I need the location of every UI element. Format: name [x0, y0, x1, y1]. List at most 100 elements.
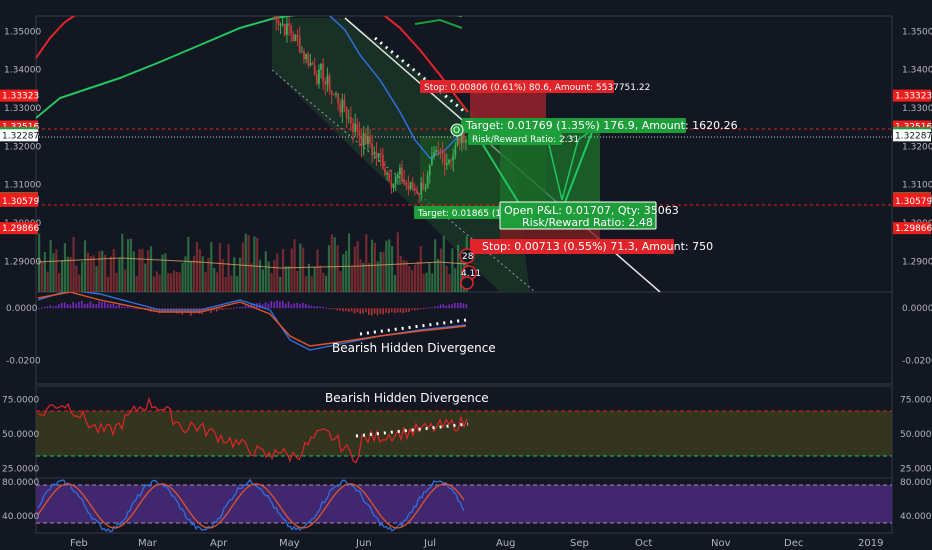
price-badge-bg — [0, 222, 38, 235]
macd-hist-bar — [313, 306, 316, 309]
rsi-zone-band — [36, 411, 892, 456]
volume-bar — [270, 272, 273, 292]
stoch-d-line — [37, 483, 465, 529]
projection-path-upper — [544, 127, 593, 201]
candle-body — [454, 144, 457, 156]
volume-bar — [158, 274, 161, 292]
candle-body — [298, 36, 301, 53]
right-price-badge: 1.29866 — [893, 222, 932, 235]
time-label: Feb — [70, 538, 88, 549]
volume-bar — [201, 256, 204, 292]
left-tick-label: 1.33000 — [4, 104, 41, 114]
macd-hist-bar — [276, 300, 278, 309]
volume-bar — [345, 250, 348, 292]
candle-body — [283, 23, 286, 35]
macd-hist-bar — [273, 301, 275, 309]
macd-right-tick: 0.0000 — [902, 304, 932, 314]
trade2-rr-text: Risk/Reward Ratio: 2.31 — [472, 135, 579, 145]
macd-lines — [37, 292, 467, 351]
volume-bar — [181, 262, 184, 292]
macd-hist-bar — [293, 303, 296, 309]
candle-body — [271, 1, 273, 9]
price-badge-label: 1.30579 — [895, 197, 932, 207]
right-price-axis[interactable]: 1.350001.340001.330001.320001.310001.300… — [893, 27, 932, 522]
volume-bar — [258, 259, 262, 292]
macd-hist-bar — [129, 307, 132, 309]
price-badge-label: 1.30579 — [2, 197, 39, 207]
candles — [271, 1, 467, 204]
macd-hist-bar — [241, 306, 244, 309]
macd-hist-bar — [215, 308, 218, 312]
volume-bar — [419, 246, 422, 292]
macd-hist-bar — [416, 308, 419, 311]
candle-body — [313, 65, 316, 75]
volume-bar — [187, 236, 190, 292]
candle-body — [347, 117, 350, 119]
volume-bar — [95, 266, 98, 292]
time-axis[interactable]: Feb Mar Apr May Jun Jul Aug Sep Oct Nov Dec 2019 — [70, 538, 883, 549]
candle-body — [349, 117, 352, 124]
macd-left-tick: 0.0000 — [6, 304, 38, 314]
volume-bar — [356, 241, 359, 292]
trade2-target-text: Target: 0.01769 (1.35%) 176.9, Amount: 1… — [465, 119, 738, 132]
macd-hist-bar — [448, 304, 451, 309]
volume-bar — [307, 263, 310, 292]
macd-hist-bar — [391, 308, 393, 313]
macd-hist-bar — [302, 302, 304, 309]
macd-hist-bar — [267, 303, 270, 309]
volume-badge-3 — [460, 276, 474, 290]
macd-hist-bar — [227, 308, 230, 310]
volume-bar — [83, 240, 87, 292]
volume-bar — [86, 252, 89, 292]
trade1-stop-text: Stop: 0.00806 (0.61%) 80.6, Amount: 5537… — [424, 83, 650, 93]
macd-hist-bar — [83, 303, 86, 309]
candle-body — [371, 143, 374, 154]
right-price-badge: 1.33323 — [893, 89, 932, 102]
macd-hist-bar — [158, 308, 161, 314]
macd-hist-bar — [236, 307, 238, 309]
candle-body — [388, 173, 391, 182]
volume-bar — [210, 241, 213, 292]
macd-hist-bar — [457, 302, 459, 309]
volume-bar — [46, 271, 49, 292]
macd-hist-bar — [218, 308, 221, 310]
left-tick-label: 1.31000 — [4, 181, 41, 191]
candle-body — [318, 69, 320, 85]
volume-bar — [172, 270, 176, 292]
macd-hist-bar — [89, 301, 92, 309]
candle-body — [279, 24, 282, 26]
macd-divergence-label: Bearish Hidden Divergence — [332, 341, 496, 355]
time-label: Jun — [355, 538, 372, 549]
macd-hist-bar — [330, 308, 333, 310]
volume-bar — [399, 255, 402, 292]
macd-hist-bar — [379, 308, 382, 314]
trend-channel — [272, 18, 530, 292]
volume-bar — [135, 276, 138, 292]
volume-bar — [304, 276, 308, 292]
stoch-k-line — [37, 478, 465, 533]
macd-hist-bar — [244, 305, 247, 309]
volume-bar — [241, 242, 244, 292]
volume-bar — [350, 266, 354, 292]
volume-bar — [281, 248, 285, 292]
macd-hist-bar — [347, 308, 350, 312]
price-badge-label: 1.32287 — [2, 131, 39, 141]
volume-bar — [250, 263, 253, 292]
macd-hist-bar — [350, 308, 353, 312]
volume-bar — [267, 261, 270, 292]
left-price-badge: 1.29866 — [0, 222, 39, 235]
time-label: 2019 — [858, 538, 883, 549]
macd-hist-bar — [98, 301, 100, 309]
rsi-panel — [37, 396, 469, 464]
candle-body — [288, 23, 290, 27]
candle-body — [322, 63, 325, 82]
candle-body — [354, 123, 357, 132]
time-label: Mar — [138, 538, 158, 549]
channel-lower-line — [271, 69, 536, 292]
candle-body — [443, 153, 446, 166]
candle-body — [379, 153, 382, 156]
volume-bars — [37, 232, 468, 292]
candle-body — [375, 152, 378, 158]
rsi-left-tick: 75.0000 — [2, 396, 39, 406]
